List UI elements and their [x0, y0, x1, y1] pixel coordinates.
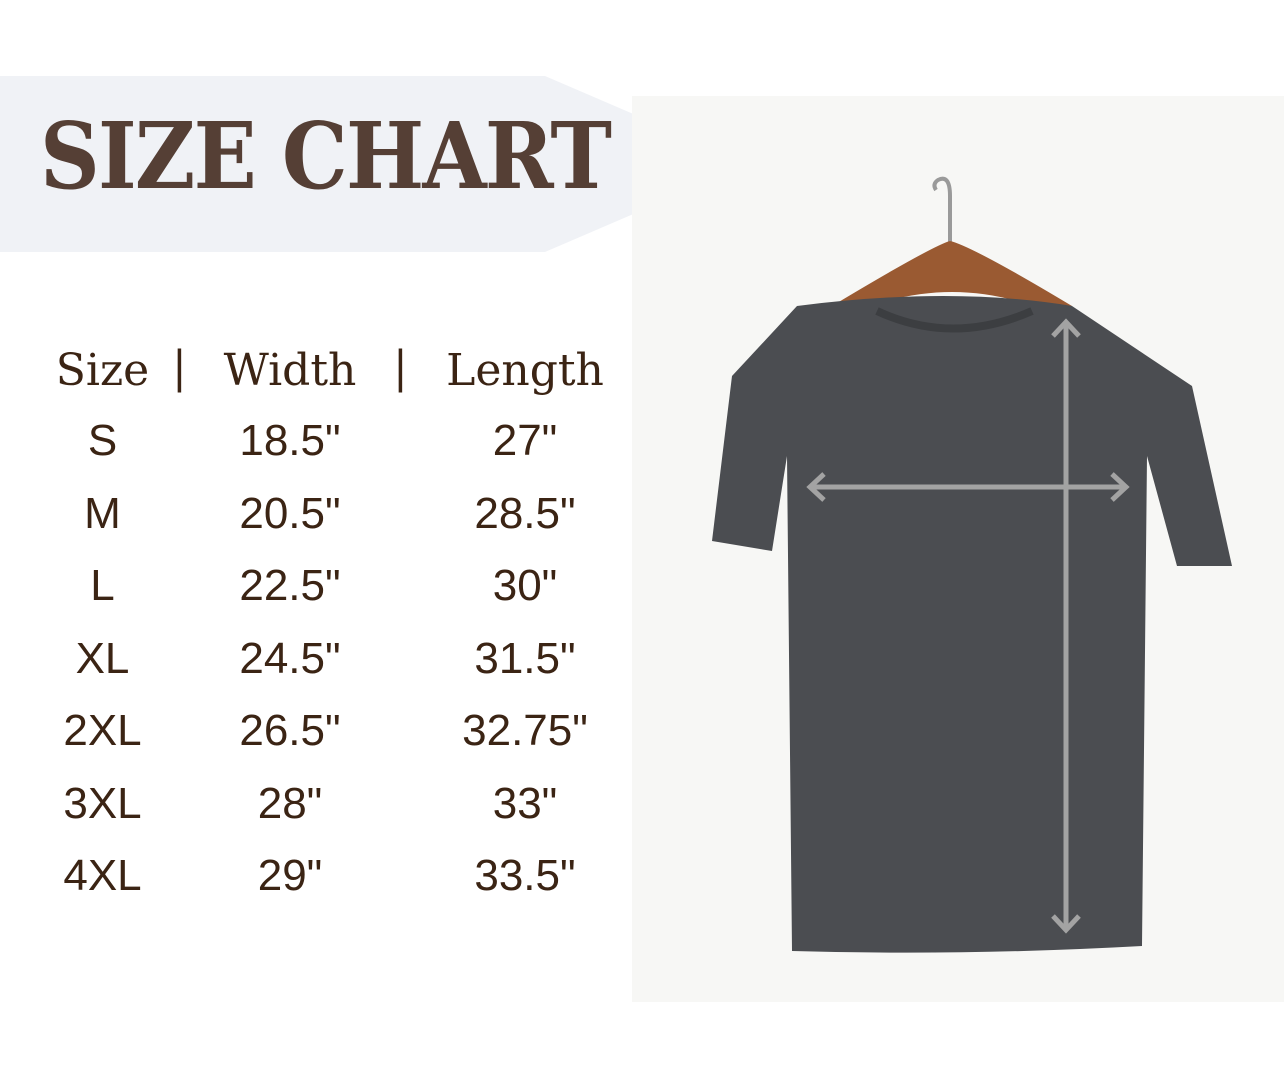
table-row: M 20.5" 28.5": [30, 478, 645, 551]
table-row: 3XL 28" 33": [30, 768, 645, 841]
table-row: 4XL 29" 33.5": [30, 840, 645, 913]
cell-size: 2XL: [63, 706, 142, 756]
cell-length: 33.5": [474, 851, 576, 901]
table-row: S 18.5" 27": [30, 405, 645, 478]
table-row: L 22.5" 30": [30, 550, 645, 623]
cell-size: M: [84, 488, 121, 538]
tshirt-photo: [632, 96, 1284, 1002]
cell-size: 4XL: [63, 851, 142, 901]
cell-size: S: [87, 416, 118, 466]
cell-width: 26.5": [239, 706, 341, 756]
table-row: 2XL 26.5" 32.75": [30, 695, 645, 768]
page-title: SIZE CHART: [40, 102, 612, 210]
title-banner: [0, 76, 750, 252]
header-size: Size: [55, 344, 150, 396]
hanger-hook-icon: [932, 176, 952, 276]
table-row: XL 24.5" 31.5": [30, 623, 645, 696]
cell-width: 22.5": [239, 561, 341, 611]
header-separator: |: [393, 342, 408, 393]
cell-length: 33": [492, 778, 558, 828]
header-separator: |: [172, 342, 187, 393]
cell-width: 29": [257, 851, 323, 901]
cell-length: 30": [492, 561, 558, 611]
header-width: Width: [223, 344, 357, 396]
cell-width: 18.5": [239, 416, 341, 466]
cell-length: 32.75": [462, 706, 588, 756]
cell-width: 24.5": [239, 633, 341, 683]
cell-width: 20.5": [239, 488, 341, 538]
cell-size: L: [90, 561, 115, 611]
cell-size: 3XL: [63, 778, 142, 828]
cell-length: 27": [492, 416, 558, 466]
cell-size: XL: [75, 633, 130, 683]
header-length: Length: [446, 344, 604, 396]
cell-length: 28.5": [474, 488, 576, 538]
size-table: Size Width Length S 18.5" 27" M 20.5" 28.5" L 2…: [30, 335, 645, 913]
cell-width: 28": [257, 778, 323, 828]
cell-length: 31.5": [474, 633, 576, 683]
width-arrow-icon: [806, 472, 1130, 502]
tshirt-icon: [712, 296, 1232, 953]
length-arrow-icon: [1051, 318, 1081, 934]
